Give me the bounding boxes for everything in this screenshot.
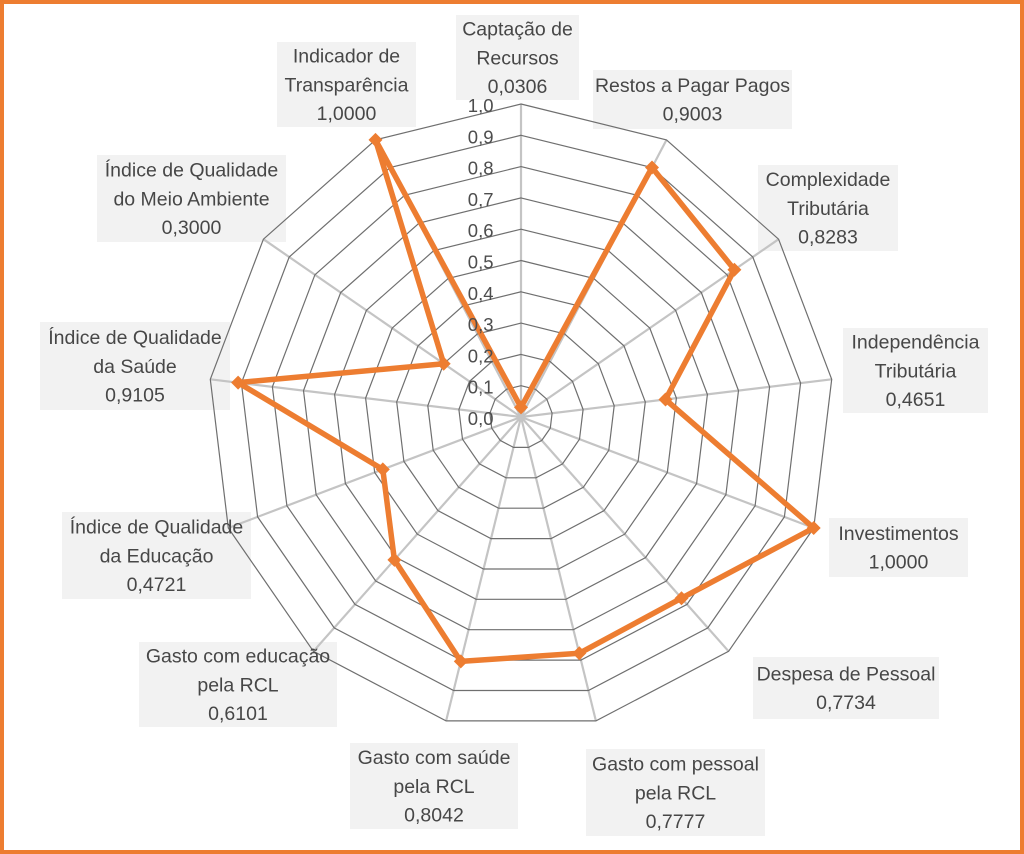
svg-text:pela RCL: pela RCL bbox=[197, 674, 278, 696]
svg-text:Complexidade: Complexidade bbox=[766, 169, 891, 191]
svg-text:0,4721: 0,4721 bbox=[127, 574, 187, 596]
svg-text:1,0000: 1,0000 bbox=[317, 103, 377, 125]
svg-text:Restos a Pagar Pagos: Restos a Pagar Pagos bbox=[595, 75, 790, 97]
svg-text:Tributária: Tributária bbox=[787, 198, 869, 220]
svg-text:0,8283: 0,8283 bbox=[798, 226, 858, 248]
svg-text:0,1: 0,1 bbox=[468, 377, 494, 398]
svg-text:0,6: 0,6 bbox=[468, 220, 494, 241]
svg-text:Índice de Qualidade: Índice de Qualidade bbox=[48, 326, 221, 349]
svg-text:Despesa de Pessoal: Despesa de Pessoal bbox=[757, 664, 936, 686]
svg-text:0,4651: 0,4651 bbox=[886, 389, 946, 411]
svg-text:0,9105: 0,9105 bbox=[105, 384, 165, 406]
svg-text:Gasto com pessoal: Gasto com pessoal bbox=[592, 754, 759, 776]
svg-text:da Educação: da Educação bbox=[100, 545, 214, 567]
svg-text:0,9: 0,9 bbox=[468, 126, 494, 147]
svg-text:0,3: 0,3 bbox=[468, 314, 494, 335]
svg-text:Índice de Qualidade: Índice de Qualidade bbox=[105, 159, 278, 182]
svg-text:0,6101: 0,6101 bbox=[208, 703, 268, 725]
svg-text:Investimentos: Investimentos bbox=[838, 523, 959, 545]
svg-text:Tributária: Tributária bbox=[875, 360, 957, 382]
svg-text:1,0: 1,0 bbox=[468, 95, 494, 116]
svg-text:0,7: 0,7 bbox=[468, 189, 494, 210]
svg-text:0,9003: 0,9003 bbox=[663, 104, 723, 126]
svg-text:0,4: 0,4 bbox=[468, 283, 494, 304]
svg-text:Transparência: Transparência bbox=[285, 74, 409, 96]
svg-text:Gasto com educação: Gasto com educação bbox=[146, 646, 330, 668]
svg-text:Indicador de: Indicador de bbox=[293, 46, 400, 68]
svg-text:pela RCL: pela RCL bbox=[635, 782, 716, 804]
svg-text:Independência: Independência bbox=[852, 332, 980, 354]
svg-text:0,5: 0,5 bbox=[468, 252, 494, 273]
svg-text:0,7734: 0,7734 bbox=[816, 692, 876, 714]
svg-text:da Saúde: da Saúde bbox=[93, 356, 177, 378]
svg-text:do Meio Ambiente: do Meio Ambiente bbox=[113, 188, 269, 210]
svg-text:0,8: 0,8 bbox=[468, 158, 494, 179]
svg-text:0,3000: 0,3000 bbox=[162, 217, 222, 239]
svg-text:Índice de Qualidade: Índice de Qualidade bbox=[70, 516, 243, 539]
svg-text:0,0: 0,0 bbox=[468, 408, 494, 429]
svg-text:0,2: 0,2 bbox=[468, 345, 494, 366]
svg-text:1,0000: 1,0000 bbox=[869, 552, 929, 574]
svg-text:Gasto com saúde: Gasto com saúde bbox=[358, 747, 511, 769]
svg-text:0,7777: 0,7777 bbox=[646, 811, 706, 833]
svg-text:0,0306: 0,0306 bbox=[488, 76, 548, 98]
svg-text:pela RCL: pela RCL bbox=[393, 776, 474, 798]
svg-text:Recursos: Recursos bbox=[476, 47, 559, 69]
svg-text:Captação de: Captação de bbox=[462, 19, 573, 41]
svg-text:0,8042: 0,8042 bbox=[404, 804, 464, 826]
